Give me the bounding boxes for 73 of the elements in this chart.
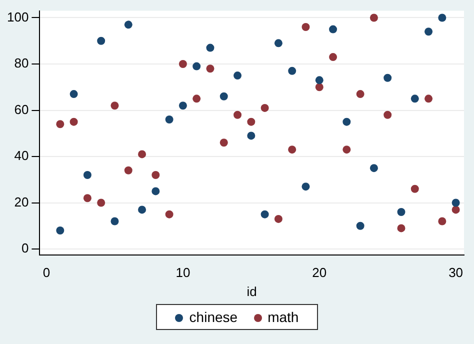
point — [342, 118, 351, 126]
point — [83, 171, 92, 180]
point — [56, 120, 64, 128]
point — [356, 222, 364, 230]
point — [97, 198, 106, 207]
legend-label: chinese — [189, 309, 238, 325]
point — [234, 72, 242, 80]
point — [206, 44, 214, 52]
point — [274, 39, 282, 48]
point — [260, 104, 269, 112]
y-tick-label: 80 — [14, 56, 29, 71]
point — [178, 60, 187, 68]
point — [234, 110, 242, 119]
point — [424, 28, 433, 36]
point — [410, 94, 419, 103]
point — [70, 90, 78, 98]
point — [247, 132, 256, 140]
point — [370, 14, 378, 22]
point — [152, 171, 160, 180]
point — [56, 226, 64, 235]
point — [356, 90, 364, 98]
point — [329, 53, 338, 62]
point — [260, 210, 269, 218]
point — [384, 74, 392, 82]
point — [178, 102, 187, 110]
point — [138, 150, 146, 158]
y-tick-label: 0 — [21, 240, 29, 256]
x-tick-label: 20 — [312, 265, 327, 280]
point — [452, 198, 460, 207]
point — [220, 92, 228, 100]
point — [315, 83, 324, 92]
point — [302, 22, 310, 31]
point — [438, 14, 446, 22]
point — [315, 76, 324, 84]
y-tick-label: 60 — [14, 102, 29, 117]
point — [302, 182, 310, 191]
point — [288, 66, 296, 75]
point — [342, 146, 351, 154]
point — [83, 194, 92, 202]
x-axis-title: id — [246, 284, 257, 299]
point — [97, 36, 106, 45]
point — [397, 224, 406, 232]
y-tick-label: 40 — [14, 148, 29, 164]
point — [110, 102, 119, 110]
y-tick-label: 20 — [14, 194, 29, 210]
legend-label: math — [268, 309, 299, 325]
y-tick-label: 100 — [6, 9, 29, 24]
point — [70, 118, 78, 126]
point — [288, 146, 296, 154]
x-tick-label: 10 — [176, 265, 190, 280]
point — [138, 206, 146, 214]
point — [452, 206, 460, 214]
point — [384, 110, 392, 119]
point — [110, 217, 119, 226]
point — [165, 116, 174, 124]
point — [247, 118, 256, 126]
point — [274, 214, 282, 223]
point — [124, 166, 132, 174]
point — [438, 217, 446, 226]
point — [220, 138, 228, 147]
point — [192, 62, 201, 70]
x-tick-label: 30 — [448, 265, 464, 280]
point — [124, 20, 132, 29]
point — [206, 64, 214, 73]
point — [165, 210, 174, 218]
point — [192, 94, 201, 103]
point — [152, 187, 160, 196]
x-tick-label: 0 — [42, 265, 50, 280]
point — [329, 25, 338, 34]
point — [410, 184, 419, 193]
point — [370, 164, 378, 172]
point — [424, 94, 433, 103]
point — [397, 208, 406, 216]
